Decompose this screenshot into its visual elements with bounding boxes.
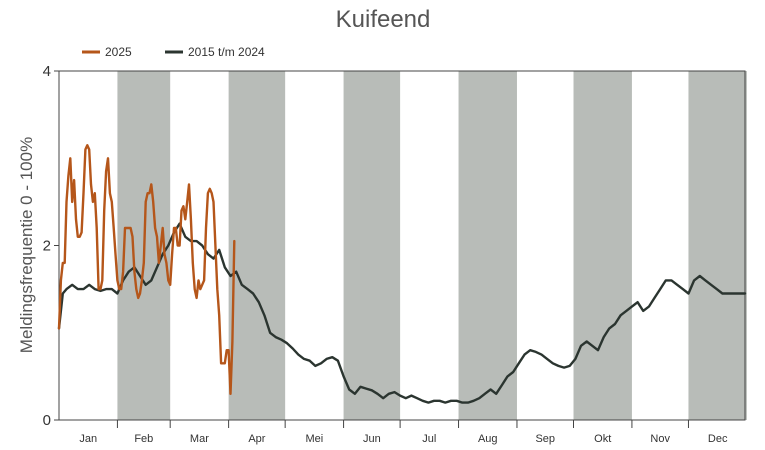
x-tick-label-mar: Mar xyxy=(190,433,209,445)
x-tick-label-mei: Mei xyxy=(305,433,323,445)
legend-label-2025: 2025 xyxy=(105,45,132,59)
series-lines xyxy=(57,144,747,404)
x-tick-label-nov: Nov xyxy=(650,433,670,445)
legend-label-2015-2024: 2015 t/m 2024 xyxy=(188,45,265,59)
y-tick-label-0: 0 xyxy=(43,412,51,429)
legend: 2025 2015 t/m 2024 xyxy=(82,45,265,59)
series-line-0 xyxy=(57,144,236,395)
month-bands xyxy=(117,71,747,420)
band-dec xyxy=(688,71,747,420)
chart-title: Kuifeend xyxy=(336,6,431,33)
x-tick-label-jul: Jul xyxy=(422,433,436,445)
x-tick-label-feb: Feb xyxy=(134,433,153,445)
band-apr xyxy=(228,71,286,420)
band-jun xyxy=(343,71,401,420)
band-aug xyxy=(458,71,517,420)
x-tick-label-jan: Jan xyxy=(79,433,97,445)
band-okt xyxy=(573,71,632,420)
y-tick-label-2: 2 xyxy=(43,238,51,255)
x-tick-label-aug: Aug xyxy=(478,433,498,445)
y-axis: 0 2 4 xyxy=(43,63,59,429)
x-tick-label-jun: Jun xyxy=(363,433,381,445)
x-tick-label-apr: Apr xyxy=(248,433,265,445)
x-tick-label-sep: Sep xyxy=(535,433,555,445)
x-tick-label-okt: Okt xyxy=(594,433,611,445)
y-tick-label-4: 4 xyxy=(43,63,51,80)
x-axis: Jan Feb Mar Apr Mei Jun Jul Aug Sep Okt Nov Dec xyxy=(79,420,728,445)
series-line-1 xyxy=(57,222,747,404)
x-tick-label-dec: Dec xyxy=(708,433,728,445)
y-axis-label: Meldingsfrequentie 0 - 100% xyxy=(17,137,36,353)
